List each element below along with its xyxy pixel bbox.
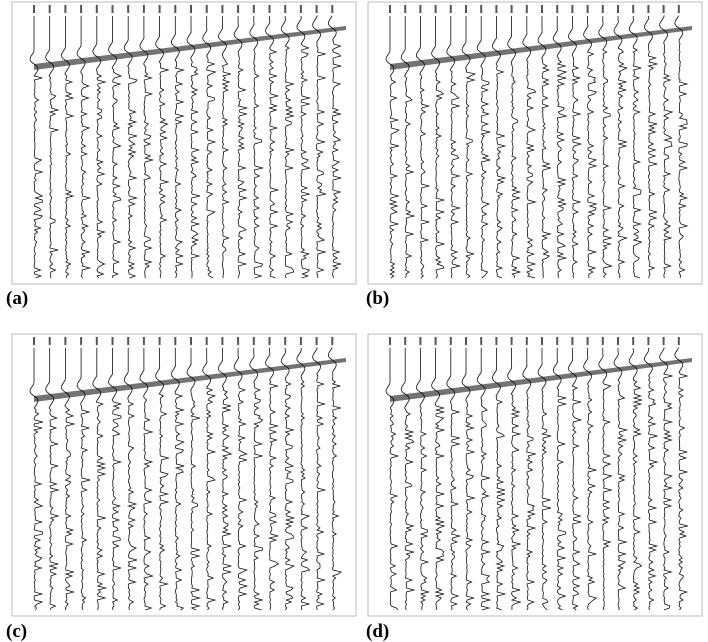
panel-label: (d) [366, 621, 389, 642]
figure: (a) (b) (c) (d) [0, 0, 708, 642]
panel-c: (c) [6, 334, 356, 642]
panel-label: (c) [6, 621, 27, 642]
panel-label: (a) [6, 288, 28, 309]
panel-frame [368, 334, 702, 616]
panel-b: (b) [366, 2, 702, 309]
panel-frame [12, 334, 356, 616]
panel-d: (d) [366, 334, 702, 642]
panel-label: (b) [366, 288, 389, 309]
panel-a: (a) [6, 2, 356, 309]
panel-frame [12, 2, 356, 284]
